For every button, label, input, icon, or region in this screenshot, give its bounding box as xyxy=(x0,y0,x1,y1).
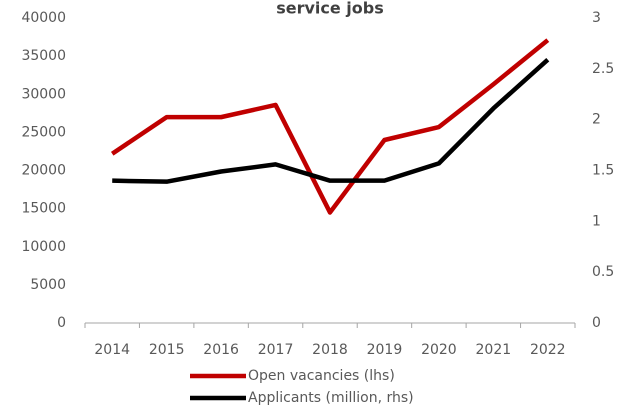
x-tick-label: 2017 xyxy=(258,342,294,358)
y2-tick-label: 0 xyxy=(592,315,601,331)
x-tick-label: 2016 xyxy=(203,342,239,358)
y2-tick-label: 1 xyxy=(592,213,601,229)
y2-tick-label: 0.5 xyxy=(592,264,614,280)
series-line xyxy=(110,38,550,215)
y-tick-label: 40000 xyxy=(21,10,66,26)
y2-tick-label: 2.5 xyxy=(592,61,614,77)
y2-tick-label: 2 xyxy=(592,112,601,128)
x-tick-label: 2020 xyxy=(421,342,457,358)
y-tick-label: 25000 xyxy=(21,124,66,140)
y2-tick-label: 1.5 xyxy=(592,163,614,179)
legend-label: Open vacancies (lhs) xyxy=(248,368,395,384)
y-tick-label: 15000 xyxy=(21,201,66,217)
y-tick-label: 20000 xyxy=(21,163,66,179)
y-tick-label: 5000 xyxy=(30,277,66,293)
y-tick-label: 35000 xyxy=(21,48,66,64)
x-tick-label: 2019 xyxy=(367,342,403,358)
series-line xyxy=(112,58,550,184)
x-tick-label: 2021 xyxy=(476,342,512,358)
x-tick-label: 2014 xyxy=(94,342,130,358)
y-tick-label: 30000 xyxy=(21,86,66,102)
y2-tick-label: 3 xyxy=(592,10,601,26)
x-tick-label: 2015 xyxy=(149,342,185,358)
y-tick-label: 10000 xyxy=(21,239,66,255)
x-tick-label: 2018 xyxy=(312,342,348,358)
y-tick-label: 0 xyxy=(57,315,66,331)
legend-label: Applicants (million, rhs) xyxy=(248,390,414,406)
x-tick-label: 2022 xyxy=(530,342,566,358)
chart-title: service jobs xyxy=(276,0,384,18)
